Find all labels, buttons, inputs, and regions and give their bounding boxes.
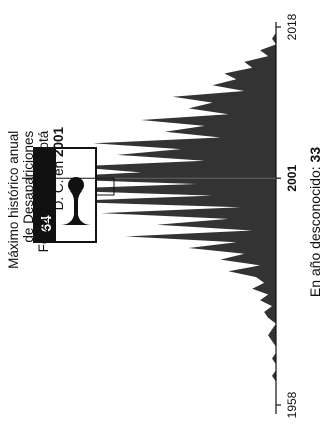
icon-value-band bbox=[34, 148, 56, 242]
x-ticks bbox=[276, 26, 281, 406]
callout-line-1: Máximo histórico anual bbox=[6, 131, 21, 269]
unknown-year-value: 33 bbox=[307, 147, 323, 163]
person-head-icon bbox=[68, 177, 84, 193]
tick-label-start: 1958 bbox=[285, 391, 299, 418]
callout-text: Máximo histórico anual de Desapariciones… bbox=[6, 127, 66, 269]
tick-label-end: 2018 bbox=[285, 13, 299, 40]
callout-line-3: Forzadas en Bogotá bbox=[36, 130, 51, 252]
callout-peak-year: 2001 bbox=[51, 127, 66, 158]
callout-line-4: D. C. en 2001 bbox=[51, 127, 66, 211]
unknown-year-label: En año desconocido: bbox=[307, 162, 323, 297]
person-body-icon bbox=[60, 191, 92, 225]
callout-line-4-prefix: D. C. en bbox=[51, 157, 66, 210]
unknown-year-note: En año desconocido: 33 bbox=[307, 147, 323, 297]
callout-line-2: de Desapariciones bbox=[21, 131, 36, 243]
callout-icon: 64 bbox=[33, 147, 97, 243]
peak-value: 64 bbox=[38, 215, 55, 232]
area-series bbox=[22, 27, 276, 405]
area-shape bbox=[22, 27, 276, 405]
tick-label-peak: 2001 bbox=[285, 165, 299, 192]
callout-connector bbox=[22, 177, 115, 196]
